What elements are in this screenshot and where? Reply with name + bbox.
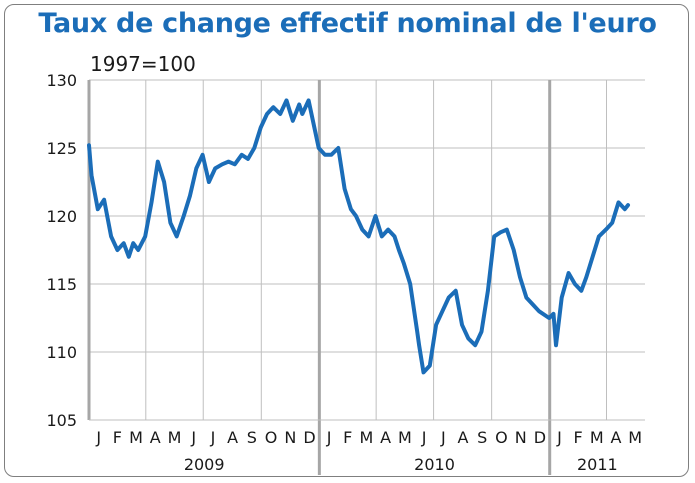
- y-tick-label: 120: [46, 207, 77, 226]
- y-tick-label: 105: [46, 411, 77, 430]
- y-tick-label: 115: [46, 275, 77, 294]
- x-month-label: J: [190, 428, 196, 447]
- x-month-label: M: [590, 428, 604, 447]
- x-month-label: N: [515, 428, 527, 447]
- x-month-label: M: [129, 428, 143, 447]
- y-tick-label: 130: [46, 71, 77, 90]
- x-month-label: F: [113, 428, 122, 447]
- x-month-label: S: [477, 428, 487, 447]
- x-month-label: N: [284, 428, 296, 447]
- x-month-label: O: [495, 428, 508, 447]
- chart-subtitle: 1997=100: [90, 52, 196, 76]
- y-tick-label: 110: [46, 343, 77, 362]
- x-month-label: M: [628, 428, 642, 447]
- x-month-label: F: [574, 428, 583, 447]
- x-year-label: 2011: [577, 455, 618, 474]
- x-month-label: A: [610, 428, 621, 447]
- x-month-label: J: [326, 428, 332, 447]
- x-month-label: D: [303, 428, 315, 447]
- x-month-label: A: [150, 428, 161, 447]
- x-month-label: O: [265, 428, 278, 447]
- x-month-label: M: [359, 428, 373, 447]
- x-month-label: J: [95, 428, 101, 447]
- x-month-label: M: [168, 428, 182, 447]
- x-month-label: M: [398, 428, 412, 447]
- x-year-label: 2009: [184, 455, 225, 474]
- x-month-label: J: [440, 428, 446, 447]
- x-month-label: J: [421, 428, 427, 447]
- x-month-label: A: [457, 428, 468, 447]
- x-month-label: J: [210, 428, 216, 447]
- series-line: [87, 98, 630, 375]
- y-tick-label: 125: [46, 139, 77, 158]
- chart-title: Taux de change effectif nominal de l'eur…: [38, 8, 657, 39]
- x-year-label: 2010: [414, 455, 455, 474]
- x-month-label: A: [227, 428, 238, 447]
- x-month-label: J: [556, 428, 562, 447]
- chart-frame: [4, 4, 689, 477]
- x-month-label: F: [343, 428, 352, 447]
- x-month-label: A: [380, 428, 391, 447]
- x-month-label: S: [247, 428, 257, 447]
- x-month-label: D: [534, 428, 546, 447]
